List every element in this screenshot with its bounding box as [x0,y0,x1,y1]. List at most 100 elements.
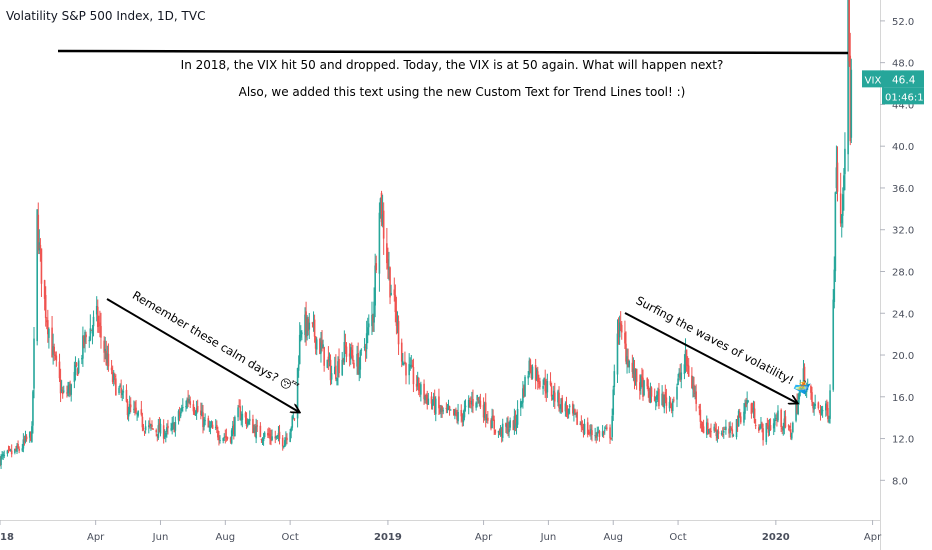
candle-body [498,432,501,434]
candle-body [6,450,9,454]
time-tick-label: 2019 [374,532,402,543]
candle-body [799,385,802,393]
candle-body [673,399,675,401]
candle-body [752,407,755,414]
candle-body [709,429,711,432]
candle-body [394,294,397,313]
price-axis: 8.0 12.0 16.0 20.0 24.0 28.0 32.0 36.0 40.0 44.0 4… [880,0,914,550]
candle-body [344,345,347,348]
candle-body [126,401,129,416]
candle-body [616,333,619,375]
candle-body [345,346,348,357]
drawings-layer: In 2018, the VIX hit 50 and dropped. Tod… [57,49,849,412]
time-tick-label: 2020 [762,532,790,543]
candle-body [544,379,547,392]
candle-body [568,405,571,408]
candle-body [471,400,473,405]
candle-body [104,349,107,352]
candle-body [620,324,623,333]
candle-body [485,419,488,421]
candle-body [658,389,660,407]
candle-body [494,429,497,434]
candle-body [670,403,673,411]
time-axis: 2018 Apr Jun Aug Oct 2019 Apr Jun Aug Oct 2020 Apr [0,520,882,543]
candle-body [202,412,204,427]
candle-body [350,349,353,357]
candle-body [591,430,593,436]
candle-body [107,353,110,367]
candle-body [566,409,569,415]
candle-body [172,422,175,425]
candle-body [326,359,329,368]
candle-body [143,431,146,433]
candle-body [268,433,270,436]
candle-body [426,394,429,405]
candle-body [259,425,262,438]
candle-body [729,426,731,433]
candle-body [819,410,822,416]
candle-body [43,280,46,299]
candle-body [430,396,433,404]
candle-body [447,407,450,409]
time-tick-label: Jun [540,532,557,543]
candle-body [382,210,385,239]
candle-body [805,385,808,393]
candle-body [386,243,388,264]
last-price-bg [882,70,924,88]
candle-body [524,376,526,397]
candle-body [521,401,523,404]
candle-body [678,372,680,377]
trend-surfing-line [624,312,797,403]
candle-body [308,322,311,330]
candle-body [788,426,791,428]
candle-body [103,340,105,353]
candle-body [768,426,771,432]
candle-body [88,340,91,342]
candle-body [261,439,264,441]
candle-body [780,409,782,428]
candle-body [374,265,376,306]
candle-body [237,407,239,418]
candle-body [358,366,361,375]
price-tick-label: 16.0 [892,393,914,404]
candle-body [120,387,122,394]
candle-body [40,248,43,284]
candle-body [37,214,40,251]
candle-body [182,407,184,409]
candle-body [366,327,369,335]
candle-body [274,436,277,439]
candle-body [333,366,336,375]
candle-body [792,422,794,433]
candle-body [319,339,321,354]
candle-body [707,422,709,434]
candle-body [30,432,32,441]
price-tick-label: 32.0 [892,226,914,237]
candle-body [829,390,831,419]
candle-body [699,409,702,422]
candle-body [536,371,539,383]
candle-body [395,310,398,326]
candle-body [219,440,221,442]
price-tick-label: 28.0 [892,267,914,278]
candle-body [380,192,383,223]
candle-body [100,325,102,338]
candle-body [722,430,725,433]
candle-body [847,0,849,155]
candle-body [381,214,384,225]
candle-body [360,349,363,351]
candle-body [546,380,549,393]
candle-body [200,410,202,416]
candle-body [743,411,745,423]
candle-body [118,387,120,394]
candle-body [84,331,86,343]
candle-body [515,423,518,428]
headline-text-1: In 2018, the VIX hit 50 and dropped. Tod… [181,58,724,72]
candle-body [594,435,596,437]
candle-body [388,267,390,270]
candle-body [285,437,287,441]
candle-body [298,334,301,364]
candle-body [226,437,229,439]
candle-body [291,416,294,428]
candle-body [10,450,13,455]
